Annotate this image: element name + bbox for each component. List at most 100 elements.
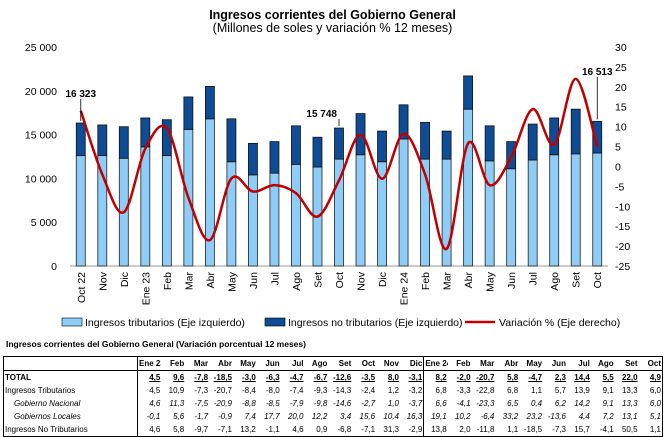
table-cell: 13,8 bbox=[423, 423, 448, 437]
table-cell: -20,7 bbox=[213, 386, 232, 395]
bar-tributarios bbox=[527, 159, 538, 267]
table-cell: 15,7 bbox=[566, 423, 591, 437]
table-cell: -4,7 bbox=[528, 373, 543, 382]
table-cell: 7,2 bbox=[602, 412, 614, 421]
bar-tributarios bbox=[463, 108, 474, 267]
table-cell: -4,1 bbox=[590, 423, 615, 437]
table-cell: 4,5 bbox=[149, 373, 161, 382]
x-axis-label: Feb bbox=[162, 272, 174, 290]
x-axis-label: Mar bbox=[183, 272, 195, 291]
column-header: Jun bbox=[543, 356, 567, 371]
right-axis-tick: 0 bbox=[615, 161, 621, 173]
bar-no-tributarios bbox=[118, 126, 129, 159]
legend-label-no-tributarios: Ingresos no tributarios (Eje izquierdo) bbox=[288, 317, 463, 329]
table-row: Ingresos Tributarios 4,5 10,9 -7,3 -20,7 -8,4… bbox=[3, 384, 663, 397]
table-cell: -20,7 bbox=[476, 373, 495, 382]
table-cell: 0,4 bbox=[530, 399, 543, 408]
table-cell: -3,0 bbox=[242, 373, 256, 382]
right-axis-tick: -5 bbox=[615, 181, 624, 193]
table-cell: 13,1 bbox=[621, 412, 638, 421]
column-header: Dic bbox=[399, 356, 425, 371]
table-cell: 1,2 bbox=[387, 386, 399, 395]
table-cell: -18,5 bbox=[519, 423, 544, 437]
table-cell: 10,2 bbox=[454, 412, 471, 421]
row-label: Gobierno Nacional bbox=[3, 397, 138, 410]
table-cell: 1,1 bbox=[530, 386, 543, 395]
x-axis-label: Abr bbox=[463, 272, 475, 289]
column-header bbox=[3, 356, 138, 371]
left-axis-tick: 5 000 bbox=[31, 217, 57, 229]
table-cell: 6,5 bbox=[507, 399, 519, 408]
bar-no-tributarios bbox=[463, 75, 474, 110]
annotation-label: 16 513 bbox=[582, 67, 613, 78]
bar-no-tributarios bbox=[592, 120, 603, 154]
bar-no-tributarios bbox=[75, 122, 86, 157]
column-header: Feb bbox=[447, 356, 472, 371]
bar-tributarios bbox=[204, 118, 215, 267]
bar-tributarios bbox=[291, 163, 301, 267]
x-axis-label: Mar bbox=[442, 272, 454, 291]
bar-no-tributarios bbox=[441, 130, 452, 160]
chart-title: Ingresos corrientes del Gobierno General bbox=[209, 8, 456, 22]
column-header: Feb bbox=[161, 356, 186, 371]
bar-tributarios bbox=[570, 153, 581, 267]
row-label: TOTAL bbox=[3, 370, 138, 384]
left-axis-tick: 25 000 bbox=[25, 42, 57, 54]
bar-no-tributarios bbox=[226, 118, 237, 163]
right-axis-tick: 25 bbox=[615, 62, 627, 74]
table-cell: 1,0 bbox=[387, 399, 399, 408]
column-header: Mar bbox=[471, 356, 496, 371]
bar-no-tributarios bbox=[420, 121, 430, 160]
bar-no-tributarios bbox=[291, 125, 301, 165]
x-axis-label: Set bbox=[312, 272, 324, 288]
table-title: Ingresos corrientes del Gobierno General… bbox=[6, 339, 306, 349]
table-cell: 33,2 bbox=[502, 412, 519, 421]
table-cell: 20,0 bbox=[287, 412, 304, 421]
table-cell: 13,9 bbox=[574, 386, 590, 395]
bar-tributarios bbox=[355, 154, 366, 267]
x-axis-label: Jul bbox=[528, 272, 540, 285]
table-cell: 11,3 bbox=[169, 399, 185, 408]
table-row: TOTAL 4,5 9,6 -7,8 -18,5 -3,0 -6,3 -4,7 -6,7 -12,… bbox=[3, 370, 663, 384]
table-cell: -4,7 bbox=[289, 373, 304, 382]
legend-swatch-tributarios bbox=[61, 317, 83, 327]
table-cell: -0,1 bbox=[146, 412, 161, 421]
table-cell: 31,3 bbox=[376, 423, 400, 437]
column-header: Set bbox=[328, 356, 353, 371]
table-cell: -7,9 bbox=[289, 399, 304, 408]
table-cell: 10,4 bbox=[383, 412, 399, 421]
table-cell: 6,0 bbox=[638, 397, 663, 410]
column-header: Oct bbox=[352, 356, 377, 371]
x-axis-label: Ago bbox=[291, 272, 303, 291]
x-axis-label: Nov bbox=[97, 271, 109, 290]
table-cell: -2,9 bbox=[399, 423, 425, 437]
table-cell: 7,4 bbox=[244, 412, 256, 421]
table-cell: 19,1 bbox=[431, 412, 447, 421]
x-axis-label: Ene 23 bbox=[140, 272, 152, 305]
table-cell: 2,3 bbox=[554, 373, 566, 382]
table-cell: -20,9 bbox=[213, 399, 232, 408]
table-cell: -6,4 bbox=[480, 412, 495, 421]
table-cell: 9,6 bbox=[173, 373, 185, 382]
bar-no-tributarios bbox=[570, 108, 581, 155]
x-axis-label: Oct bbox=[592, 272, 604, 288]
table-cell: 5,5 bbox=[602, 373, 614, 382]
table-cell: 16,3 bbox=[399, 410, 425, 423]
x-axis-label: Jul bbox=[269, 272, 281, 285]
table-cell: -13,6 bbox=[547, 412, 566, 421]
row-label: Ingresos Tributarios bbox=[3, 384, 138, 397]
table-cell: 1,1 bbox=[495, 423, 520, 437]
table-cell: -3,2 bbox=[399, 384, 425, 397]
table-cell: -8,5 bbox=[265, 399, 280, 408]
x-axis-label: Dic bbox=[377, 272, 389, 287]
right-axis-tick: -10 bbox=[615, 201, 630, 213]
column-header: Jun bbox=[256, 356, 281, 371]
table-cell: -6,3 bbox=[265, 373, 280, 382]
table-cell: 13,3 bbox=[621, 399, 638, 408]
column-header: Ene 23 bbox=[137, 356, 162, 371]
right-axis-tick: -25 bbox=[615, 261, 630, 273]
bar-tributarios bbox=[398, 138, 409, 267]
table-cell: -2,0 bbox=[456, 373, 471, 382]
column-header: Ago bbox=[304, 356, 329, 371]
table-cell: -7,4 bbox=[289, 386, 304, 395]
